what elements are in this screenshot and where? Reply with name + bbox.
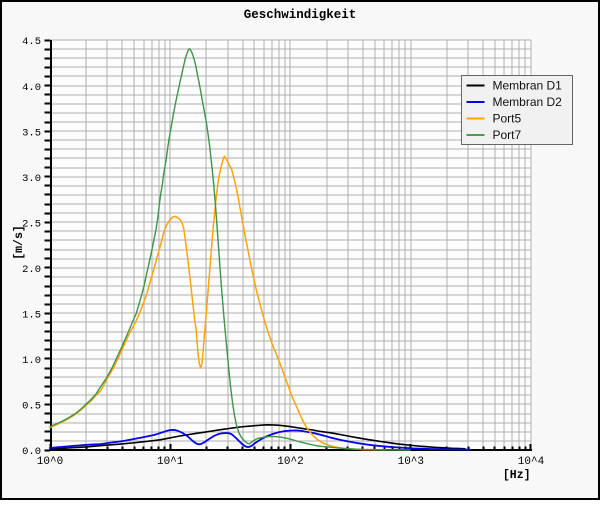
svg-text:10^3: 10^3	[398, 456, 424, 468]
svg-text:[Hz]: [Hz]	[503, 469, 531, 482]
svg-text:2.0: 2.0	[22, 264, 41, 276]
svg-text:4.5: 4.5	[22, 36, 41, 48]
svg-text:3.0: 3.0	[22, 173, 41, 185]
svg-text:10^4: 10^4	[518, 456, 545, 468]
svg-text:0.5: 0.5	[22, 401, 41, 413]
svg-text:4.0: 4.0	[22, 82, 41, 94]
svg-text:Membran D1: Membran D1	[493, 79, 563, 93]
svg-text:10^0: 10^0	[37, 456, 63, 468]
svg-text:2.5: 2.5	[22, 218, 41, 230]
svg-text:10^1: 10^1	[157, 456, 184, 468]
svg-text:0.0: 0.0	[22, 446, 41, 458]
svg-text:Port7: Port7	[493, 128, 522, 142]
svg-text:1.0: 1.0	[22, 355, 41, 367]
svg-text:10^2: 10^2	[277, 456, 303, 468]
svg-text:3.5: 3.5	[22, 127, 41, 139]
svg-text:1.5: 1.5	[22, 310, 41, 322]
svg-text:Port5: Port5	[493, 112, 522, 126]
svg-text:Geschwindigkeit: Geschwindigkeit	[244, 8, 357, 22]
svg-text:[m/s]: [m/s]	[13, 225, 26, 260]
svg-text:Membran D2: Membran D2	[493, 95, 563, 109]
